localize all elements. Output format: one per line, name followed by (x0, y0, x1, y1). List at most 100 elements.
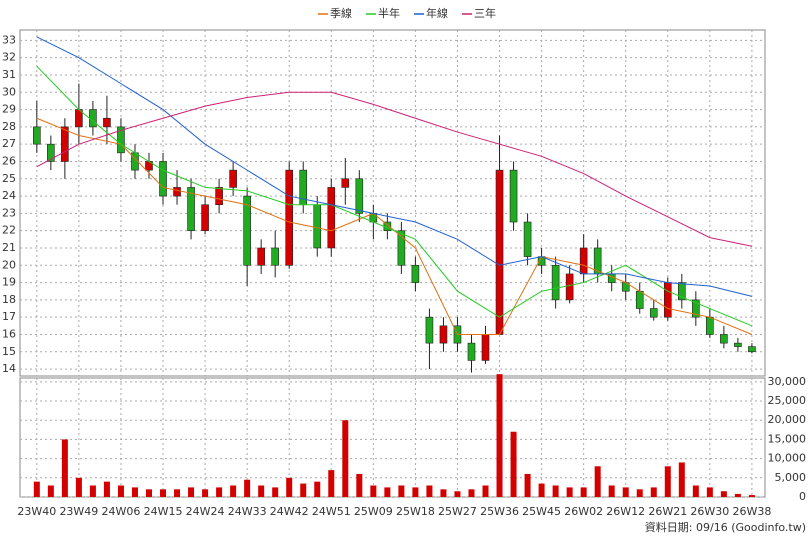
volume-tick-label: 0 (799, 490, 806, 503)
volume-bar (412, 487, 419, 497)
volume-bar (664, 466, 671, 497)
volume-bar (47, 485, 54, 497)
legend-label: 三年 (474, 6, 496, 20)
volume-bar (356, 473, 363, 497)
y-tick-label: 23 (2, 206, 16, 219)
candle-body (692, 299, 700, 318)
y-tick-label: 15 (2, 345, 16, 358)
volume-bar (636, 489, 643, 497)
volume-bar (75, 477, 82, 497)
candle-body (565, 273, 574, 301)
x-tick-label: 26W38 (732, 505, 771, 518)
volume-tick-label: 30,000 (768, 375, 807, 388)
x-tick-label: 24W51 (312, 505, 351, 518)
price-panel (19, 29, 766, 377)
volume-bar (370, 485, 377, 497)
volume-bar (230, 485, 237, 497)
y-tick-label: 26 (2, 154, 16, 167)
x-tick-label: 26W02 (564, 505, 603, 518)
volume-bar (61, 439, 68, 497)
volume-bar (720, 491, 727, 497)
volume-bar (131, 487, 138, 497)
y-tick-label: 29 (2, 103, 16, 116)
candle-body (678, 282, 686, 301)
candle-body (495, 169, 504, 335)
candle-body (467, 342, 476, 361)
ma-line (36, 36, 753, 297)
volume-bar (734, 493, 741, 497)
candle-body (103, 117, 111, 128)
candle-body (285, 169, 294, 266)
x-tick-label: 24W15 (144, 505, 183, 518)
candle-body (229, 169, 237, 188)
volume-bar (314, 481, 321, 497)
candle-body (411, 264, 420, 283)
volume-bar (188, 487, 195, 497)
candle-body (201, 204, 209, 231)
volume-bar (244, 479, 251, 497)
ma-line (36, 91, 753, 247)
source-note: 資料日期: 09/16 (Goodinfo.tw) (645, 520, 806, 534)
candle-body (61, 126, 69, 162)
candle-body (243, 195, 251, 266)
volume-bar (678, 462, 685, 497)
candle-body (187, 187, 195, 231)
volume-bar (258, 485, 265, 497)
x-tick-label: 24W24 (186, 505, 225, 518)
volume-bar (89, 485, 96, 497)
candle-body (509, 169, 518, 223)
x-tick-label: 23W49 (59, 505, 98, 518)
candle-body (748, 346, 756, 353)
volume-bar (482, 485, 489, 497)
volume-bar (145, 489, 152, 497)
legend-label: 季線 (330, 6, 352, 20)
candle-body (341, 178, 350, 188)
x-tick-label: 25W36 (480, 505, 519, 518)
x-tick-label: 24W33 (228, 505, 267, 518)
y-tick-label: 18 (2, 293, 16, 306)
volume-bar (103, 481, 110, 497)
candle-body (635, 290, 644, 309)
candle-body (89, 109, 97, 128)
legend-label: 半年 (378, 6, 400, 20)
volume-bar (496, 374, 503, 497)
y-tick-label: 32 (2, 51, 16, 64)
volume-bar (398, 485, 405, 497)
volume-bar (384, 487, 391, 497)
volume-bar (650, 487, 657, 497)
volume-bar (426, 485, 433, 497)
volume-tick-label: 25,000 (768, 394, 807, 407)
y-tick-label: 21 (2, 241, 16, 254)
candle-body (425, 316, 434, 344)
candle-body (734, 342, 742, 347)
volume-bar (272, 487, 279, 497)
volume-bar (566, 487, 573, 497)
volume-bar (692, 485, 699, 497)
y-tick-label: 19 (2, 276, 16, 289)
y-tick-label: 30 (2, 85, 16, 98)
x-tick-label: 23W40 (17, 505, 56, 518)
candle-body (327, 187, 336, 249)
x-tick-label: 25W27 (438, 505, 477, 518)
candle-body (397, 230, 406, 266)
candle-body (663, 282, 672, 318)
volume-bar (300, 483, 307, 497)
volume-bar (117, 485, 124, 497)
volume-bar (454, 491, 461, 497)
x-tick-label: 25W09 (354, 505, 393, 518)
candle-body (720, 334, 728, 344)
x-tick-label: 25W18 (396, 505, 435, 518)
candle-body (47, 143, 55, 162)
y-tick-label: 24 (2, 189, 16, 202)
ma-line (36, 65, 753, 327)
candle-body (649, 308, 658, 318)
y-tick-label: 31 (2, 68, 16, 81)
candle-body (481, 334, 490, 361)
candle-body (579, 247, 588, 275)
volume-bar (468, 489, 475, 497)
volume-bar (216, 487, 223, 497)
volume-bar (440, 489, 447, 497)
volume-tick-label: 20,000 (768, 413, 807, 426)
candle-body (117, 126, 125, 154)
